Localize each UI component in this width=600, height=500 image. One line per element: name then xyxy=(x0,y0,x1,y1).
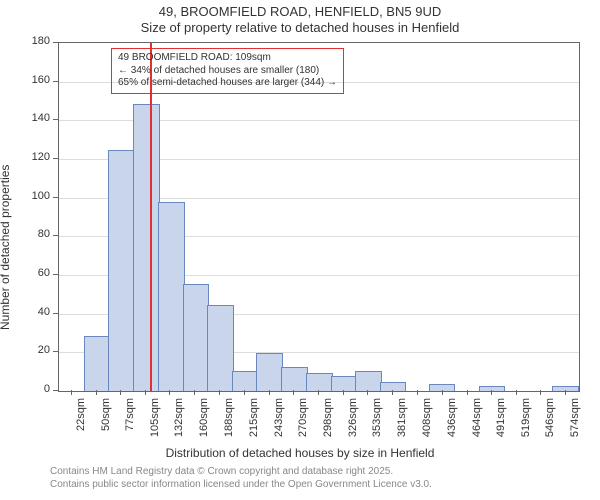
ytick-mark xyxy=(53,274,58,275)
reference-line xyxy=(150,43,152,391)
xtick-label: 326sqm xyxy=(347,398,359,446)
chart-title-line2: Size of property relative to detached ho… xyxy=(0,20,600,35)
ytick-mark xyxy=(53,313,58,314)
histogram-bar xyxy=(84,336,110,391)
footer-line1: Contains HM Land Registry data © Crown c… xyxy=(50,466,393,477)
histogram-bar xyxy=(281,367,307,391)
plot-area: 49 BROOMFIELD ROAD: 109sqm ← 34% of detac… xyxy=(58,42,580,392)
ytick-label: 0 xyxy=(24,383,50,395)
xtick-label: 574sqm xyxy=(569,398,581,446)
ytick-mark xyxy=(53,351,58,352)
ytick-mark xyxy=(53,235,58,236)
annotation-heading: 49 BROOMFIELD ROAD: 109sqm xyxy=(118,52,271,63)
ytick-label: 20 xyxy=(24,344,50,356)
annotation-line1: ← 34% of detached houses are smaller (18… xyxy=(118,65,319,76)
xtick-mark xyxy=(293,390,294,395)
y-axis-label: Number of detached properties xyxy=(0,165,12,330)
xtick-mark xyxy=(219,390,220,395)
xtick-label: 77sqm xyxy=(124,398,136,446)
xtick-label: 436sqm xyxy=(446,398,458,446)
xtick-mark xyxy=(343,390,344,395)
ytick-label: 120 xyxy=(24,151,50,163)
xtick-label: 491sqm xyxy=(495,398,507,446)
xtick-mark xyxy=(244,390,245,395)
ytick-mark xyxy=(53,197,58,198)
xtick-label: 546sqm xyxy=(544,398,556,446)
xtick-mark xyxy=(417,390,418,395)
xtick-mark xyxy=(269,390,270,395)
footer-line2: Contains public sector information licen… xyxy=(50,479,432,490)
xtick-label: 408sqm xyxy=(421,398,433,446)
ytick-label: 40 xyxy=(24,306,50,318)
xtick-mark xyxy=(516,390,517,395)
xtick-label: 22sqm xyxy=(75,398,87,446)
ytick-label: 80 xyxy=(24,228,50,240)
ytick-label: 140 xyxy=(24,112,50,124)
ytick-mark xyxy=(53,42,58,43)
xtick-label: 160sqm xyxy=(198,398,210,446)
xtick-mark xyxy=(392,390,393,395)
xtick-mark xyxy=(145,390,146,395)
annotation-line2: 65% of semi-detached houses are larger (… xyxy=(118,77,337,88)
xtick-label: 298sqm xyxy=(322,398,334,446)
ytick-mark xyxy=(53,390,58,391)
histogram-bar xyxy=(158,202,185,391)
footer-attribution: Contains HM Land Registry data © Crown c… xyxy=(50,466,432,491)
xtick-mark xyxy=(120,390,121,395)
xtick-label: 132sqm xyxy=(173,398,185,446)
chart-title-line1: 49, BROOMFIELD ROAD, HENFIELD, BN5 9UD xyxy=(0,4,600,19)
xtick-mark xyxy=(540,390,541,395)
x-axis-label: Distribution of detached houses by size … xyxy=(0,446,600,460)
ytick-label: 60 xyxy=(24,267,50,279)
ytick-mark xyxy=(53,158,58,159)
xtick-mark xyxy=(467,390,468,395)
histogram-bar xyxy=(355,371,382,391)
ytick-label: 160 xyxy=(24,74,50,86)
xtick-mark xyxy=(565,390,566,395)
ytick-label: 100 xyxy=(24,190,50,202)
xtick-label: 105sqm xyxy=(149,398,161,446)
histogram-bar xyxy=(133,104,159,391)
ytick-mark xyxy=(53,119,58,120)
xtick-label: 464sqm xyxy=(471,398,483,446)
xtick-mark xyxy=(194,390,195,395)
xtick-mark xyxy=(96,390,97,395)
histogram-bar xyxy=(108,150,135,391)
histogram-bar xyxy=(256,353,283,391)
xtick-label: 188sqm xyxy=(223,398,235,446)
annotation-box: 49 BROOMFIELD ROAD: 109sqm ← 34% of detac… xyxy=(111,48,344,94)
histogram-bar xyxy=(331,376,357,391)
xtick-label: 215sqm xyxy=(248,398,260,446)
xtick-mark xyxy=(491,390,492,395)
xtick-mark xyxy=(367,390,368,395)
histogram-bar xyxy=(232,371,258,391)
histogram-bar xyxy=(207,305,234,391)
ytick-label: 180 xyxy=(24,35,50,47)
xtick-label: 243sqm xyxy=(273,398,285,446)
xtick-label: 353sqm xyxy=(371,398,383,446)
xtick-mark xyxy=(169,390,170,395)
xtick-label: 270sqm xyxy=(297,398,309,446)
xtick-mark xyxy=(71,390,72,395)
xtick-label: 381sqm xyxy=(396,398,408,446)
ytick-mark xyxy=(53,81,58,82)
chart-container: 49, BROOMFIELD ROAD, HENFIELD, BN5 9UD S… xyxy=(0,0,600,500)
histogram-bar xyxy=(183,284,209,391)
xtick-label: 50sqm xyxy=(100,398,112,446)
xtick-label: 519sqm xyxy=(520,398,532,446)
xtick-mark xyxy=(442,390,443,395)
histogram-bar xyxy=(306,373,333,391)
xtick-mark xyxy=(318,390,319,395)
